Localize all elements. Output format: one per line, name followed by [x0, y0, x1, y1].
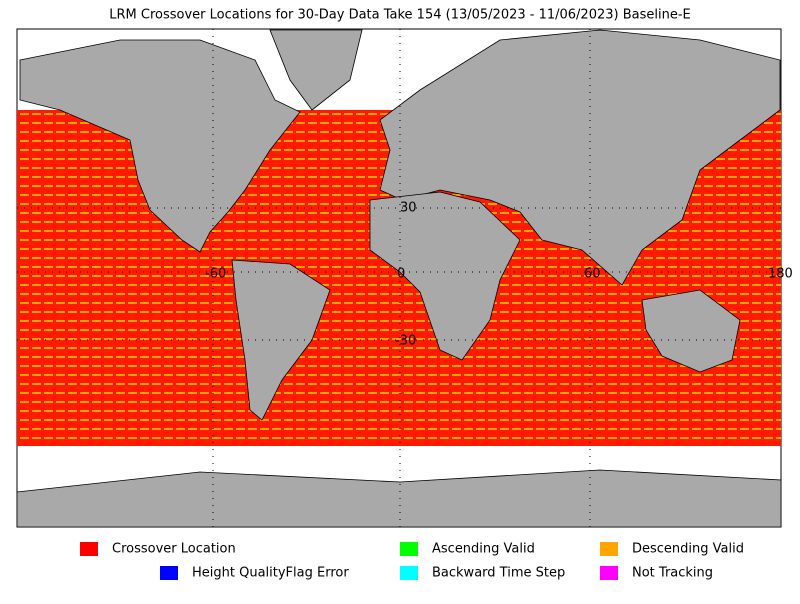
grid-label: 60: [584, 267, 601, 282]
legend-swatch: [160, 566, 178, 580]
africa: [369, 191, 521, 361]
australia: [641, 289, 741, 373]
legend-label: Backward Time Step: [432, 566, 565, 581]
legend-swatch: [400, 566, 418, 580]
greenland: [269, 29, 363, 111]
legend-swatch: [400, 542, 418, 556]
map: 30 -60 0 60 180 -30: [16, 28, 793, 528]
north-america: [19, 39, 301, 253]
legend-swatch: [600, 566, 618, 580]
legend: Crossover Location Ascending Valid Descend…: [80, 542, 744, 581]
legend-label: Crossover Location: [112, 542, 236, 557]
legend-swatch: [80, 542, 98, 556]
legend-label: Descending Valid: [632, 542, 744, 557]
grid-label: 30: [400, 201, 417, 216]
map-title: LRM Crossover Locations for 30-Day Data …: [109, 8, 691, 23]
grid-label: -60: [205, 267, 226, 282]
south-america: [231, 259, 331, 421]
legend-swatch: [600, 542, 618, 556]
legend-label: Ascending Valid: [432, 542, 535, 557]
grid-label: 0: [397, 267, 405, 282]
legend-label: Height QualityFlag Error: [192, 566, 349, 581]
legend-label: Not Tracking: [632, 566, 713, 581]
grid-label: 180: [768, 267, 793, 282]
grid-label: -30: [395, 334, 416, 349]
